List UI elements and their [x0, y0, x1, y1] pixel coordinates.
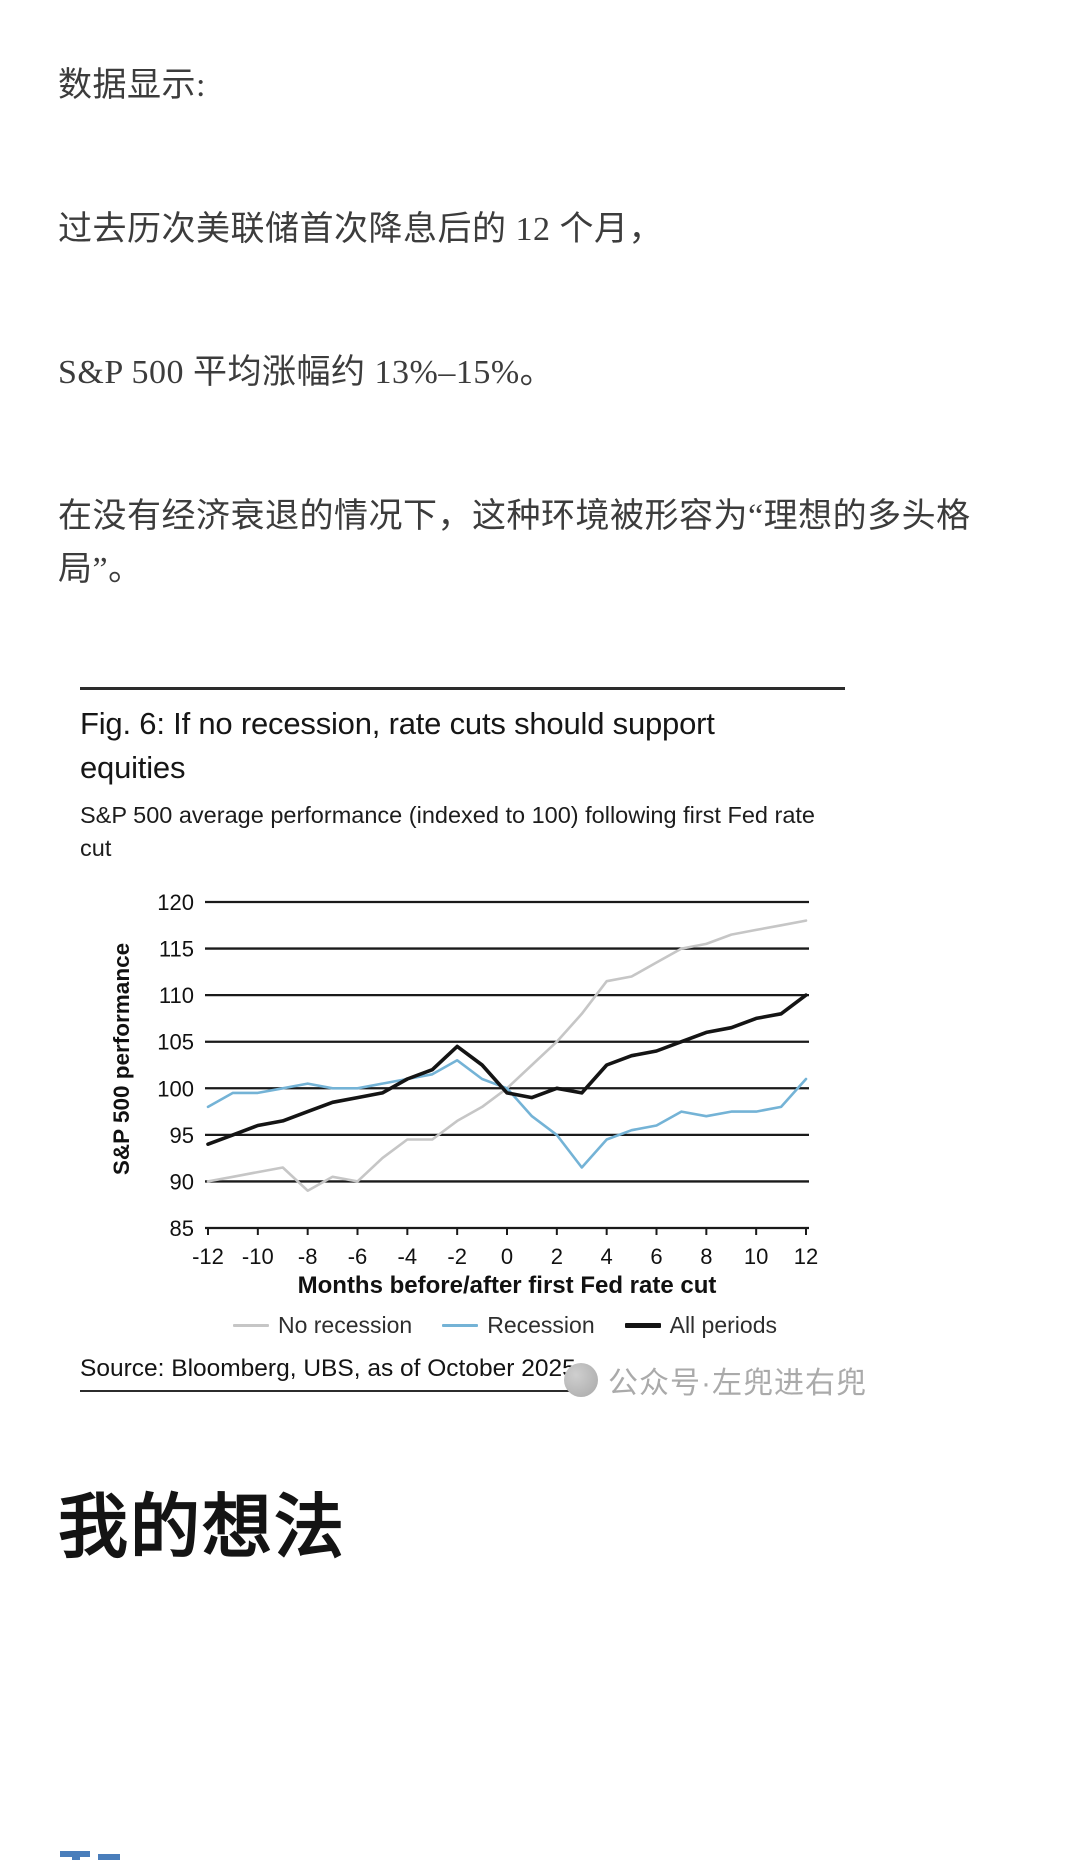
svg-text:110: 110 — [159, 983, 194, 1008]
figure-title: Fig. 6: If no recession, rate cuts shoul… — [80, 706, 715, 785]
figure-6-chart: Fig. 6: If no recession, rate cuts shoul… — [80, 687, 866, 1400]
line-chart: 85 90 95 100 105 110 115 120 -12 -10 -8 -6 -4 -2 0 2 4 6 8… — [157, 890, 818, 1269]
legend-swatch — [232, 1323, 269, 1328]
article-page: 数据显示: 过去历次美联储首次降息后的 12 个月， S&P 500 平均涨幅约… — [0, 60, 1080, 1571]
paragraph-sp500-gain: S&P 500 平均涨幅约 13%–15%。 — [58, 354, 555, 392]
source-line: Source: Bloomberg, UBS, as of October 20… — [80, 1355, 592, 1393]
svg-text:4: 4 — [601, 1244, 613, 1269]
legend-label: All periods — [669, 1312, 777, 1339]
watermark-logo-icon — [564, 1363, 598, 1398]
svg-text:115: 115 — [159, 937, 194, 962]
chart-area: S&P 500 performance 85 90 95 100 105 110 115 12… — [80, 880, 845, 1270]
section-heading-my-thoughts: 我的想法 — [58, 1490, 346, 1568]
svg-text:90: 90 — [170, 1169, 194, 1194]
watermark: 公众号·左兜进右兜 — [564, 1358, 867, 1402]
x-axis-label: Months before/after first Fed rate cut — [297, 1272, 717, 1300]
source-text: Source: Bloomberg, UBS, as of October 20… — [80, 1355, 576, 1383]
svg-text:-4: -4 — [398, 1244, 418, 1269]
y-axis-label: S&P 500 performance — [109, 943, 134, 1176]
svg-text:100: 100 — [157, 1076, 194, 1101]
svg-text:95: 95 — [170, 1123, 194, 1148]
legend-swatch — [442, 1323, 479, 1328]
chart-legend: No recession Recession All periods — [190, 1312, 820, 1339]
legend-item: All periods — [624, 1312, 777, 1339]
svg-text:-6: -6 — [348, 1244, 368, 1269]
figure-subtitle: S&P 500 average performance (indexed to … — [80, 802, 816, 861]
legend-swatch — [624, 1323, 661, 1328]
svg-text:-10: -10 — [242, 1244, 274, 1269]
svg-text:10: 10 — [744, 1244, 768, 1269]
svg-text:85: 85 — [170, 1216, 194, 1241]
svg-text:2: 2 — [551, 1244, 563, 1269]
svg-text:0: 0 — [501, 1244, 513, 1269]
legend-label: No recession — [277, 1312, 413, 1339]
svg-text:-8: -8 — [298, 1244, 318, 1269]
svg-text:-12: -12 — [192, 1244, 224, 1269]
svg-text:6: 6 — [650, 1244, 662, 1269]
legend-label: Recession — [487, 1312, 595, 1339]
watermark-text: 公众号·左兜进右兜 — [608, 1367, 867, 1401]
svg-text:120: 120 — [157, 890, 194, 915]
legend-item: No recession — [232, 1312, 413, 1339]
paragraph-fed-cut-history: 过去历次美联储首次降息后的 12 个月， — [58, 210, 663, 248]
legend-item: Recession — [442, 1312, 595, 1339]
svg-text:8: 8 — [700, 1244, 712, 1269]
paragraph-data-shows: 数据显示: — [58, 67, 206, 104]
paragraph-bull-setup: 在没有经济衰退的情况下，这种环境被形容为“理想的多头格局”。 — [58, 498, 971, 588]
clipped-blue-text-fragment — [58, 1847, 178, 1860]
svg-text:105: 105 — [157, 1030, 194, 1055]
svg-text:-2: -2 — [447, 1244, 467, 1269]
svg-text:12: 12 — [794, 1244, 818, 1269]
